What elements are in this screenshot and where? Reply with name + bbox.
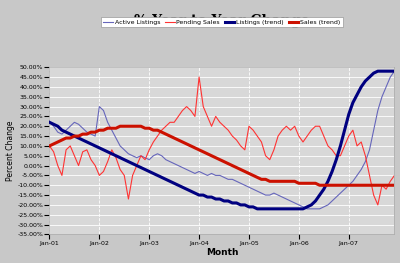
Pending Sales [68,144,73,148]
Active Listings [330,199,334,203]
Legend: Active Listings, Pending Sales, Listings (trend), Sales (trend): Active Listings, Pending Sales, Listings… [101,17,343,27]
Pending Sales [47,144,52,148]
Pending Sales [51,150,56,153]
Pending Sales [222,125,226,128]
Active Listings [392,70,397,73]
X-axis label: Month: Month [206,249,238,257]
Pending Sales [205,115,210,118]
Sales (trend) [392,184,397,187]
Listings (trend) [392,70,397,73]
Title: % Year to Year Change: % Year to Year Change [134,14,310,28]
Listings (trend) [255,207,260,210]
Sales (trend) [334,184,339,187]
Sales (trend) [47,144,52,148]
Line: Active Listings: Active Listings [50,71,394,209]
Sales (trend) [205,152,210,155]
Active Listings [218,174,222,177]
Pending Sales [392,174,397,177]
Sales (trend) [118,125,122,128]
Pending Sales [313,125,318,128]
Active Listings [201,172,206,175]
Listings (trend) [201,194,206,197]
Sales (trend) [313,182,318,185]
Listings (trend) [218,198,222,201]
Sales (trend) [317,184,322,187]
Active Listings [51,125,56,128]
Sales (trend) [222,160,226,163]
Active Listings [47,121,52,124]
Pending Sales [376,203,380,206]
Line: Listings (trend): Listings (trend) [50,71,394,209]
Y-axis label: Percent Change: Percent Change [6,120,14,181]
Listings (trend) [68,133,73,136]
Active Listings [68,125,73,128]
Line: Sales (trend): Sales (trend) [50,126,394,185]
Sales (trend) [51,142,56,145]
Listings (trend) [376,70,380,73]
Line: Pending Sales: Pending Sales [50,77,394,205]
Sales (trend) [68,136,73,140]
Pending Sales [197,75,202,79]
Listings (trend) [51,123,56,126]
Listings (trend) [330,170,334,173]
Listings (trend) [47,121,52,124]
Listings (trend) [313,199,318,203]
Pending Sales [330,148,334,151]
Active Listings [305,207,310,210]
Active Listings [313,207,318,210]
